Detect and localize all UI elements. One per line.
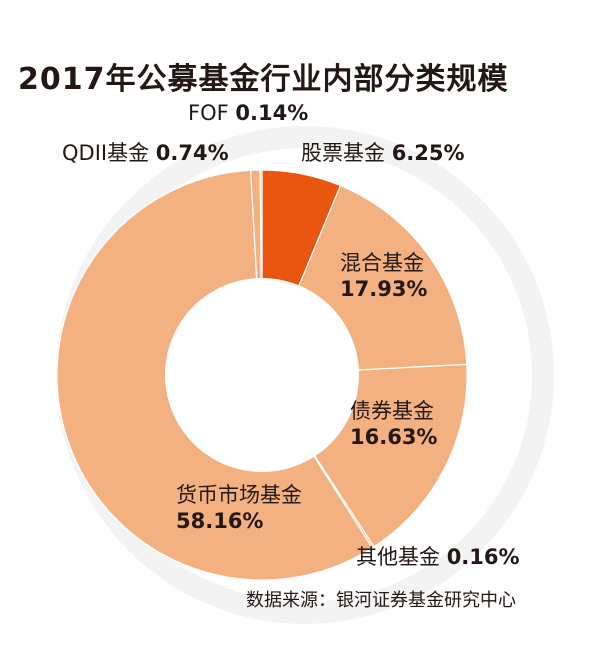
label-mixed-name: 混合基金 (340, 251, 424, 275)
label-qdii-value: 0.74% (155, 141, 229, 165)
label-money-market: 货币市场基金 58.16% (176, 482, 302, 534)
label-stock: 股票基金 6.25% (301, 140, 465, 166)
label-other-name: 其他基金 (356, 545, 440, 569)
data-source: 数据来源：银河证券基金研究中心 (246, 590, 516, 611)
label-fof-name: FOF (188, 101, 229, 125)
label-money-market-name: 货币市场基金 (176, 483, 302, 507)
label-other-value: 0.16% (446, 545, 520, 569)
label-bond-name: 债券基金 (350, 399, 434, 423)
label-bond-value: 16.63% (350, 425, 438, 449)
label-fof: FOF 0.14% (188, 100, 308, 126)
label-mixed: 混合基金 17.93% (340, 250, 427, 302)
label-bond: 债券基金 16.63% (350, 398, 437, 450)
donut-hole (165, 278, 359, 472)
label-fof-value: 0.14% (235, 101, 309, 125)
label-qdii: QDII基金 0.74% (62, 140, 229, 166)
label-money-market-value: 58.16% (176, 509, 264, 533)
label-qdii-name: QDII基金 (62, 141, 150, 165)
label-stock-value: 6.25% (391, 141, 465, 165)
label-other: 其他基金 0.16% (356, 544, 520, 570)
chart-title: 2017年公募基金行业内部分类规模 (18, 62, 509, 97)
label-stock-name: 股票基金 (301, 141, 385, 165)
label-mixed-value: 17.93% (340, 277, 428, 301)
